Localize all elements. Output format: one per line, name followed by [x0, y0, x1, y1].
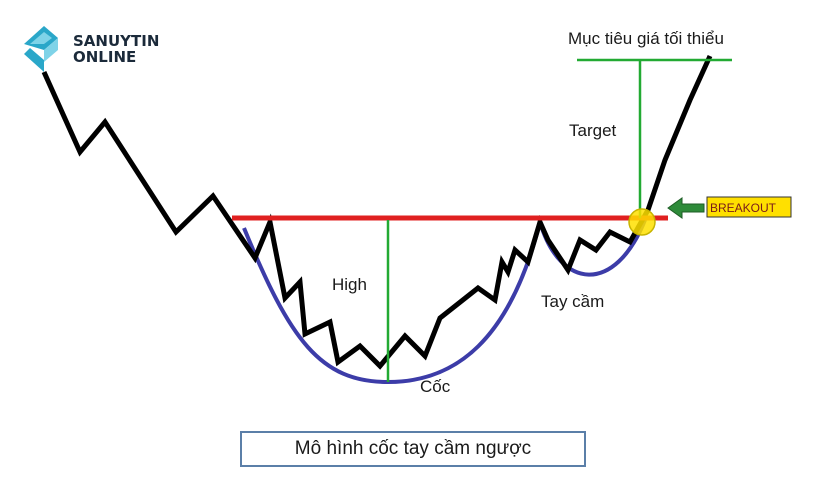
brand-logo: SANUYTIN ONLINE — [24, 26, 159, 72]
breakout-label: BREAKOUT — [710, 201, 777, 215]
diamond-arrow-icon — [24, 26, 58, 72]
cup-label: Cốc — [420, 377, 451, 396]
price-line — [41, 54, 713, 370]
brand-line1: SANUYTIN — [73, 32, 159, 50]
target-label: Target — [569, 121, 617, 140]
breakout-label-box — [706, 196, 792, 218]
high-label: High — [332, 275, 367, 294]
left-arrow-icon — [667, 197, 705, 219]
circle-marker-icon — [628, 208, 656, 236]
handle-label: Tay cầm — [541, 292, 604, 311]
brand-line2: ONLINE — [73, 48, 136, 66]
diagram-caption: Mô hình cốc tay cầm ngược — [240, 431, 586, 467]
target-min-label: Mục tiêu giá tối thiểu — [568, 29, 724, 48]
